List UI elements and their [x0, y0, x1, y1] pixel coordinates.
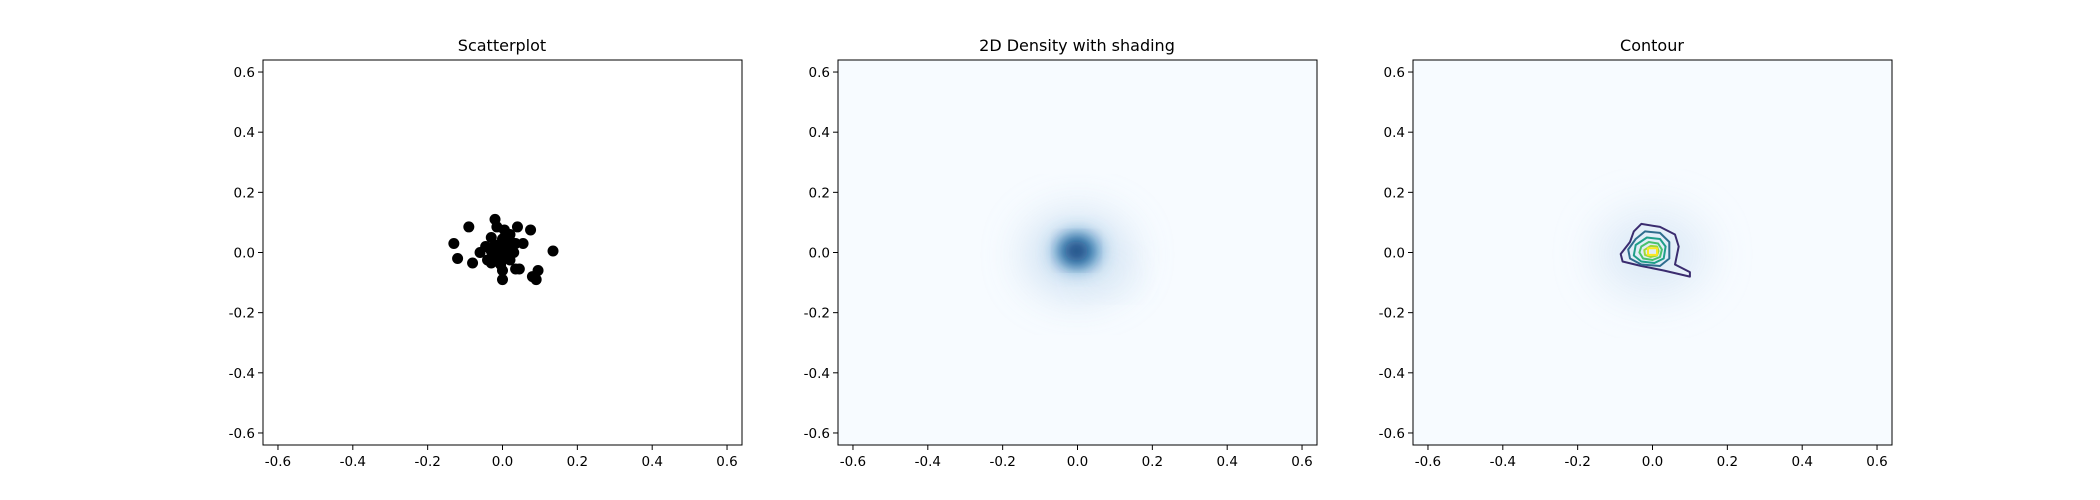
contour-level [1643, 244, 1660, 258]
x-tick-label: -0.2 [1564, 454, 1590, 470]
contour-y-axis: -0.6 -0.4 -0.2 0.0 0.2 0.4 0.6 [1379, 65, 1413, 442]
y-tick-label: -0.4 [804, 366, 830, 382]
scatter-point [463, 221, 475, 233]
y-tick-label: -0.2 [229, 306, 255, 322]
scatter-point [525, 224, 537, 236]
y-tick-label: -0.6 [804, 426, 830, 442]
density-frame [837, 59, 1318, 446]
density-tail [1081, 256, 1134, 289]
scatter-point [511, 221, 523, 233]
y-tick-label: -0.6 [229, 426, 255, 442]
x-tick-label: -0.2 [989, 454, 1015, 470]
density-peak [1063, 239, 1090, 262]
y-tick-label: 0.2 [234, 185, 255, 201]
y-tick-label: 0.6 [1384, 65, 1405, 81]
x-tick-label: 0.2 [1142, 454, 1163, 470]
x-tick-label: 0.6 [1291, 454, 1312, 470]
contour-level [1647, 247, 1658, 256]
y-tick-label: 0.4 [809, 125, 830, 141]
y-tick-label: 0.0 [234, 246, 255, 262]
y-tick-label: 0.4 [1384, 125, 1405, 141]
density-y-axis: -0.6 -0.4 -0.2 0.0 0.2 0.4 0.6 [804, 65, 838, 442]
contour-level [1632, 236, 1667, 264]
x-tick-label: -0.6 [265, 454, 291, 470]
scatter-point [485, 257, 497, 269]
x-tick-label: 0.0 [492, 454, 513, 470]
density-title: 2D Density with shading [979, 36, 1175, 55]
scatter-point [530, 274, 542, 286]
x-tick-label: -0.4 [340, 454, 366, 470]
y-tick-label: 0.0 [809, 246, 830, 262]
contour-level [1619, 222, 1691, 278]
density-panel: 2D Density with shading -0.6 -0.4 -0.2 0.0 0… [804, 36, 1318, 470]
scatter-point [504, 254, 516, 266]
y-tick-label: -0.6 [1379, 426, 1405, 442]
x-tick-label: 0.4 [1216, 454, 1237, 470]
scatter-point [474, 247, 486, 258]
contour-frame [1412, 59, 1893, 446]
x-tick-label: -0.4 [1490, 454, 1516, 470]
scatter-point [517, 237, 529, 249]
scatter-point [504, 228, 516, 240]
scatter-point [452, 253, 464, 265]
scatter-point [497, 265, 508, 277]
x-tick-label: 0.2 [567, 454, 588, 470]
scatter-point [497, 274, 508, 286]
y-tick-label: 0.2 [1384, 185, 1405, 201]
scatterplot-x-axis: -0.6 -0.4 -0.2 0.0 0.2 0.4 0.6 [265, 445, 738, 470]
y-tick-label: 0.6 [234, 65, 255, 81]
x-tick-label: -0.6 [840, 454, 866, 470]
scatterplot-panel: Scatterplot -0.6 -0.4 -0.2 0.0 0.2 0.4 0.6 -0.… [229, 36, 743, 470]
contour-lines [1597, 211, 1708, 296]
x-tick-label: -0.2 [414, 454, 440, 470]
scatter-points [448, 213, 559, 286]
contour-level [1627, 230, 1671, 267]
scatter-point [467, 257, 479, 269]
x-tick-label: 0.2 [1717, 454, 1738, 470]
y-tick-label: 0.4 [234, 125, 255, 141]
y-tick-label: 0.0 [1384, 246, 1405, 262]
contour-title: Contour [1620, 36, 1684, 55]
x-tick-label: 0.4 [1791, 454, 1812, 470]
y-tick-label: -0.4 [1379, 366, 1405, 382]
scatter-point [513, 263, 525, 275]
density-x-axis: -0.6 -0.4 -0.2 0.0 0.2 0.4 0.6 [840, 445, 1313, 470]
scatterplot-y-axis: -0.6 -0.4 -0.2 0.0 0.2 0.4 0.6 [229, 65, 263, 442]
contour-panel: Contour -0.6 -0.4 -0.2 0.0 0.2 0.4 0.6 -0.6-0.… [1379, 36, 1893, 470]
scatter-point [448, 237, 460, 249]
scatterplot-title: Scatterplot [458, 36, 546, 55]
x-tick-label: 0.6 [716, 454, 737, 470]
density-shading [1025, 214, 1134, 295]
contour-x-axis: -0.6 -0.4 -0.2 0.0 0.2 0.4 0.6 [1415, 445, 1888, 470]
x-tick-label: 0.0 [1067, 454, 1088, 470]
x-tick-label: 0.4 [641, 454, 662, 470]
y-tick-label: 0.6 [809, 65, 830, 81]
x-tick-label: 0.6 [1866, 454, 1887, 470]
scatter-point [547, 245, 559, 257]
y-tick-label: 0.2 [809, 185, 830, 201]
y-tick-label: -0.2 [804, 306, 830, 322]
x-tick-label: 0.0 [1642, 454, 1663, 470]
y-tick-label: -0.2 [1379, 306, 1405, 322]
x-tick-label: -0.4 [915, 454, 941, 470]
contour-level [1638, 241, 1663, 261]
scatterplot-frame [262, 59, 743, 446]
y-tick-label: -0.4 [229, 366, 255, 382]
x-tick-label: -0.6 [1415, 454, 1441, 470]
